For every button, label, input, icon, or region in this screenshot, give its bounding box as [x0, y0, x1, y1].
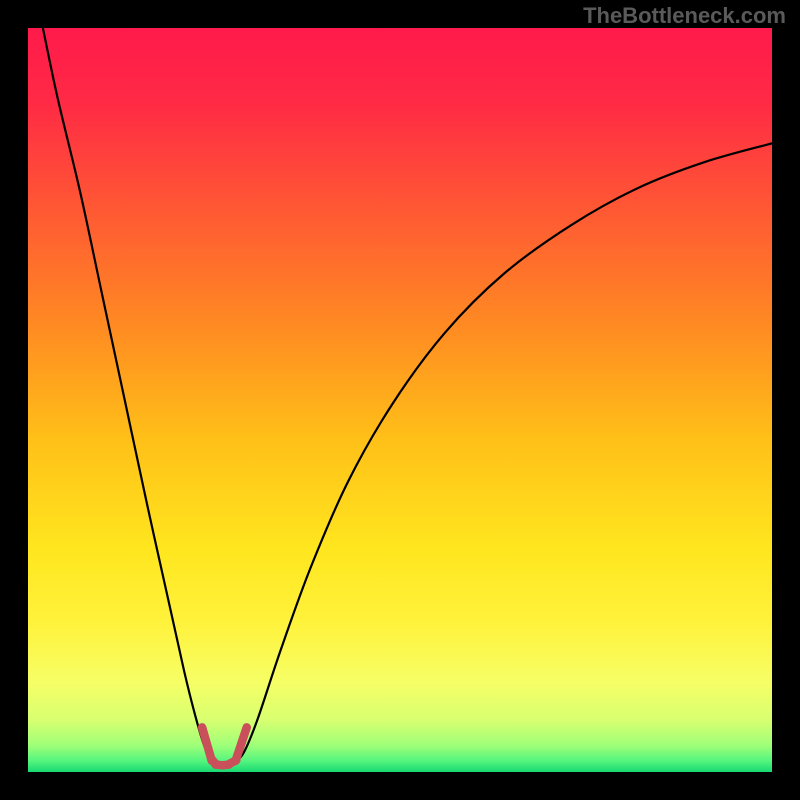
gradient-background — [28, 28, 772, 772]
watermark-text: TheBottleneck.com — [583, 3, 786, 29]
plot-svg — [28, 28, 772, 772]
plot-area — [28, 28, 772, 772]
